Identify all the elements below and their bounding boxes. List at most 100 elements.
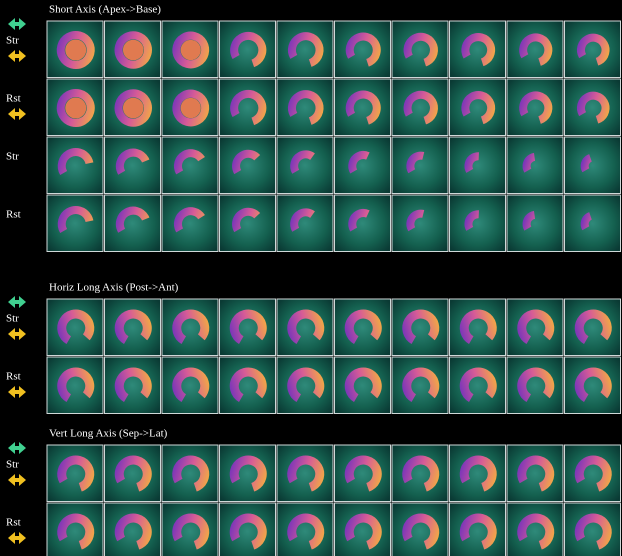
image-tile xyxy=(450,21,506,78)
tile-frame xyxy=(105,445,161,502)
tile-frame xyxy=(392,445,448,502)
tile-frame xyxy=(277,503,333,556)
image-tile xyxy=(47,21,103,78)
tile-frame xyxy=(392,195,448,252)
row-label: Str xyxy=(6,35,19,47)
tile-frame xyxy=(47,445,103,502)
image-tile xyxy=(47,195,103,252)
tile-frame xyxy=(392,79,448,136)
image-tile xyxy=(277,503,333,556)
row-label: Rst xyxy=(6,517,21,529)
image-tile xyxy=(220,503,276,556)
image-tile xyxy=(105,445,161,502)
tile-frame xyxy=(105,357,161,414)
image-tile xyxy=(565,503,621,556)
tile-frame xyxy=(162,503,218,556)
image-tile xyxy=(47,445,103,502)
image-tile xyxy=(392,357,448,414)
tile-frame xyxy=(220,299,276,356)
tile-frame xyxy=(335,503,391,556)
tile-frame xyxy=(47,195,103,252)
tile-frame xyxy=(507,21,563,78)
tile-frame xyxy=(565,21,621,78)
image-tile xyxy=(220,195,276,252)
tile-frame xyxy=(507,503,563,556)
heart-slice xyxy=(65,40,86,61)
row-label: Str xyxy=(6,151,19,163)
image-tile xyxy=(507,357,563,414)
heart-slice xyxy=(123,40,144,61)
image-tile xyxy=(507,503,563,556)
tile-frame xyxy=(162,195,218,252)
tile-frame xyxy=(220,357,276,414)
tile-frame xyxy=(47,299,103,356)
row-label: Str xyxy=(6,313,19,325)
tile-frame xyxy=(565,503,621,556)
image-tile xyxy=(162,21,218,78)
image-tile xyxy=(105,299,161,356)
tile-frame xyxy=(507,195,563,252)
tile-frame xyxy=(450,299,506,356)
tile-frame xyxy=(507,79,563,136)
tile-frame xyxy=(392,357,448,414)
image-tile xyxy=(335,79,391,136)
tile-frame xyxy=(392,503,448,556)
tile-frame xyxy=(220,445,276,502)
tile-frame xyxy=(565,357,621,414)
tile-frame xyxy=(507,357,563,414)
image-tile xyxy=(105,503,161,556)
tile-frame xyxy=(105,299,161,356)
image-tile xyxy=(565,445,621,502)
heart-slice xyxy=(123,98,144,119)
tile-frame xyxy=(277,195,333,252)
image-tile xyxy=(335,21,391,78)
tile-frame xyxy=(450,21,506,78)
image-tile xyxy=(162,357,218,414)
image-tile xyxy=(450,137,506,194)
tile-frame xyxy=(162,137,218,194)
image-tile xyxy=(105,195,161,252)
image-tile xyxy=(277,299,333,356)
image-tile xyxy=(162,79,218,136)
tile-frame xyxy=(47,137,103,194)
image-tile xyxy=(450,299,506,356)
heart-slice xyxy=(181,40,201,60)
tile-frame xyxy=(105,195,161,252)
image-tile xyxy=(392,503,448,556)
tile-frame xyxy=(450,137,506,194)
tile-frame xyxy=(565,299,621,356)
image-tile xyxy=(220,79,276,136)
image-tile xyxy=(277,357,333,414)
tile-frame xyxy=(162,445,218,502)
image-tile xyxy=(335,445,391,502)
image-tile xyxy=(507,445,563,502)
image-tile xyxy=(450,445,506,502)
image-tile xyxy=(162,503,218,556)
image-tile xyxy=(507,299,563,356)
image-tile xyxy=(277,79,333,136)
tile-frame xyxy=(335,21,391,78)
section-title: Short Axis (Apex->Base) xyxy=(49,4,161,16)
tile-frame xyxy=(277,137,333,194)
tile-frame xyxy=(105,137,161,194)
image-tile xyxy=(105,357,161,414)
tile-frame xyxy=(105,503,161,556)
image-tile xyxy=(335,137,391,194)
image-tile xyxy=(47,503,103,556)
image-tile xyxy=(565,21,621,78)
image-tile xyxy=(507,21,563,78)
heart-slice xyxy=(181,98,201,118)
image-tile xyxy=(105,137,161,194)
tile-frame xyxy=(392,137,448,194)
tile-frame xyxy=(277,21,333,78)
tile-frame xyxy=(277,79,333,136)
image-tile xyxy=(565,137,621,194)
image-tile xyxy=(47,357,103,414)
image-tile xyxy=(162,299,218,356)
image-tile xyxy=(450,503,506,556)
tile-frame xyxy=(277,357,333,414)
tile-frame xyxy=(450,195,506,252)
tile-frame xyxy=(450,357,506,414)
image-tile xyxy=(565,195,621,252)
image-tile xyxy=(507,137,563,194)
